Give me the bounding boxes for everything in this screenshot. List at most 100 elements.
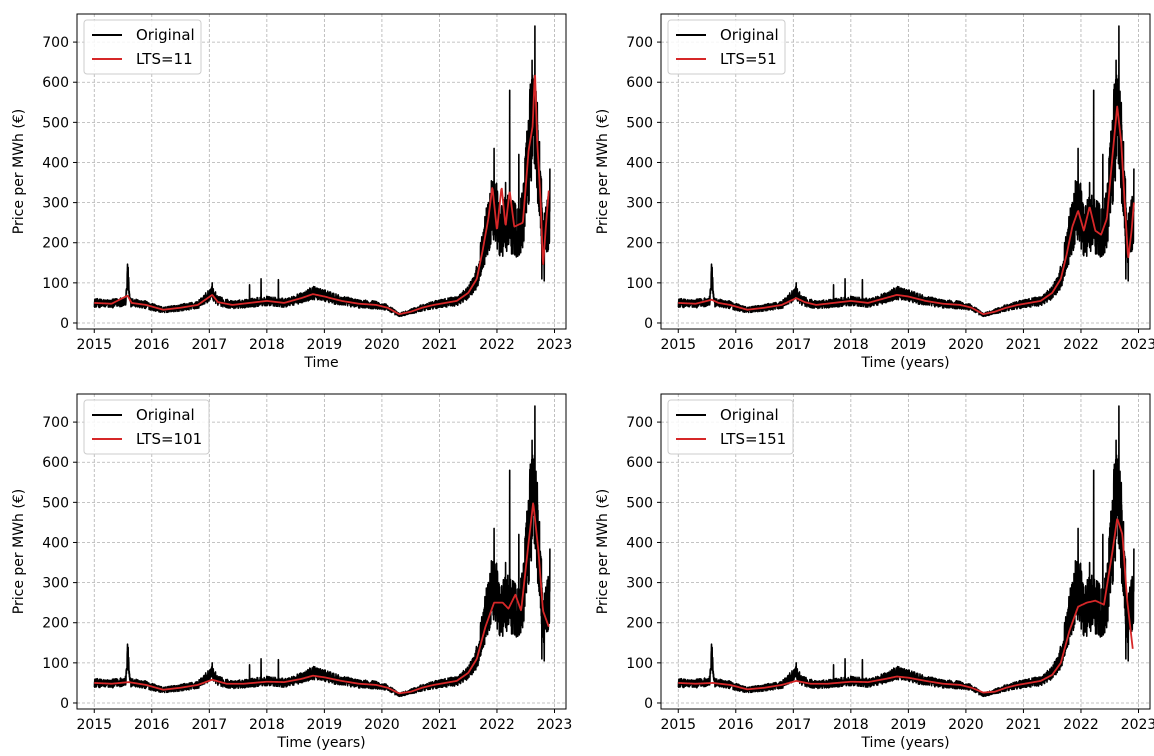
x-tick-label: 2023: [537, 717, 573, 733]
series-lts-line: [677, 518, 1134, 694]
y-tick-label: 500: [626, 495, 653, 511]
x-tick-label: 2019: [891, 717, 927, 733]
x-tick-label: 2017: [191, 337, 227, 353]
y-tick-label: 500: [42, 495, 69, 511]
series-lts-line: [93, 74, 550, 316]
y-tick-label: 400: [626, 155, 653, 171]
plot-area: [677, 25, 1135, 318]
x-tick-label: 2018: [833, 717, 869, 733]
series-original-line: [677, 25, 1135, 318]
legend-label: LTS=11: [136, 50, 193, 68]
y-tick-label: 500: [626, 115, 653, 131]
legend-box: [667, 399, 794, 455]
x-tick-label: 2018: [249, 717, 285, 733]
y-tick-label: 300: [42, 576, 69, 592]
axes-frame: [660, 13, 1151, 330]
x-tick-label: 2016: [134, 717, 170, 733]
x-tick-label: 2021: [1006, 717, 1042, 733]
x-axis-label: Time: [303, 355, 338, 371]
x-tick-label: 2021: [422, 337, 458, 353]
x-tick-label: 2015: [660, 337, 696, 353]
x-tick-label: 2020: [364, 717, 400, 733]
legend: Original LTS=51: [667, 19, 786, 75]
y-tick-label: 200: [42, 616, 69, 632]
x-tick-label: 2015: [660, 717, 696, 733]
subplot-1: 2015 2016 2017 2018 2019 2020 2021 2022 2023 0 100…: [11, 13, 573, 371]
legend-label: Original: [720, 406, 779, 424]
x-tick-label: 2015: [76, 717, 112, 733]
legend-label: LTS=151: [720, 430, 786, 448]
y-tick-label: 0: [60, 696, 69, 712]
legend: Original LTS=11: [83, 19, 202, 75]
y-tick-label: 300: [626, 576, 653, 592]
legend: Original LTS=101: [83, 399, 210, 455]
x-tick-label: 2015: [76, 337, 112, 353]
y-tick-label: 0: [60, 316, 69, 332]
series-lts-line: [93, 502, 550, 695]
x-tick-label: 2022: [479, 337, 515, 353]
y-tick-label: 600: [626, 75, 653, 91]
axes-frame: [76, 393, 567, 710]
x-tick-label: 2023: [1121, 717, 1154, 733]
grid: [77, 394, 566, 709]
y-tick-label: 600: [626, 455, 653, 471]
x-tick-label: 2019: [307, 717, 343, 733]
x-tick-label: 2023: [537, 337, 573, 353]
y-tick-label: 100: [42, 276, 69, 292]
y-tick-label: 700: [42, 415, 69, 431]
y-tick-label: 700: [626, 35, 653, 51]
plot-area: [93, 25, 551, 318]
y-tick-label: 700: [626, 415, 653, 431]
y-tick-label: 600: [42, 455, 69, 471]
axes-frame: [660, 393, 1151, 710]
subplot-2: 2015 2016 2017 2018 2019 2020 2021 2022 2023 0 100…: [595, 13, 1154, 371]
y-tick-label: 200: [626, 616, 653, 632]
x-tick-label: 2016: [718, 717, 754, 733]
x-tick-label: 2017: [775, 717, 811, 733]
legend-box: [83, 19, 202, 75]
legend-label: Original: [720, 26, 779, 44]
legend-box: [83, 399, 210, 455]
x-tick-label: 2020: [948, 717, 984, 733]
plot-area: [93, 405, 551, 698]
y-tick-label: 200: [42, 236, 69, 252]
y-axis-label: Price per MWh (€): [11, 489, 27, 614]
x-tick-label: 2023: [1121, 337, 1154, 353]
y-tick-label: 400: [42, 155, 69, 171]
x-tick-label: 2018: [249, 337, 285, 353]
y-tick-label: 0: [644, 696, 653, 712]
x-tick-label: 2019: [307, 337, 343, 353]
x-tick-label: 2019: [891, 337, 927, 353]
x-axis-label: Time (years): [860, 735, 949, 751]
x-tick-label: 2017: [775, 337, 811, 353]
axes-frame: [76, 13, 567, 330]
y-tick-label: 300: [626, 196, 653, 212]
y-tick-label: 100: [626, 656, 653, 672]
legend-label: Original: [136, 406, 195, 424]
y-tick-label: 500: [42, 115, 69, 131]
y-tick-label: 300: [42, 196, 69, 212]
x-tick-label: 2022: [1063, 337, 1099, 353]
y-tick-label: 700: [42, 35, 69, 51]
series-lts-line: [677, 105, 1135, 315]
x-tick-label: 2021: [422, 717, 458, 733]
y-tick-label: 400: [42, 535, 69, 551]
x-tick-label: 2021: [1006, 337, 1042, 353]
x-axis-label: Time (years): [276, 735, 365, 751]
x-tick-label: 2022: [479, 717, 515, 733]
y-tick-label: 600: [42, 75, 69, 91]
x-tick-label: 2020: [948, 337, 984, 353]
y-axis-label: Price per MWh (€): [595, 109, 611, 234]
subplot-4: 2015 2016 2017 2018 2019 2020 2021 2022 2023 0 100…: [595, 393, 1154, 751]
x-tick-label: 2022: [1063, 717, 1099, 733]
x-axis-label: Time (years): [860, 355, 949, 371]
series-original-line: [93, 25, 551, 318]
y-tick-label: 200: [626, 236, 653, 252]
legend-label: LTS=101: [136, 430, 202, 448]
y-tick-label: 100: [626, 276, 653, 292]
x-tick-label: 2017: [191, 717, 227, 733]
legend-box: [667, 19, 786, 75]
x-tick-label: 2020: [364, 337, 400, 353]
plot-area: [677, 405, 1135, 698]
